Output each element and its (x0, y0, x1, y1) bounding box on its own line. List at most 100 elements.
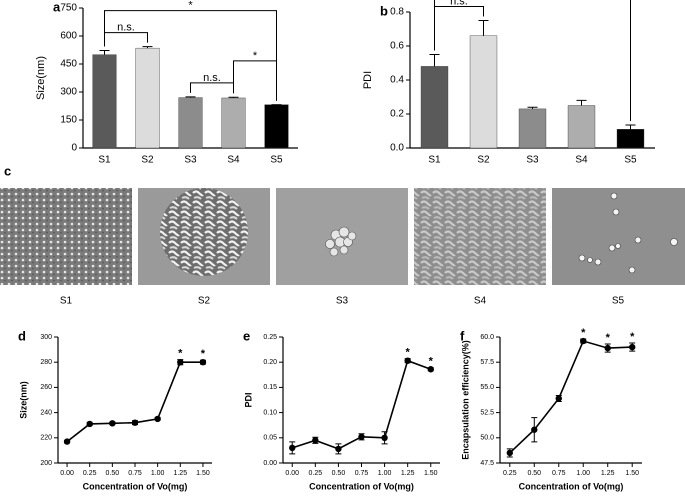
significance-bracket (233, 60, 277, 101)
point (154, 415, 161, 423)
x-tick-label: S5 (624, 155, 637, 166)
y-tick-label: 0.05 (263, 435, 277, 442)
y-tick-label: 200 (40, 460, 52, 467)
point (289, 444, 296, 452)
significance-label: n.s. (450, 0, 468, 7)
y-tick-label: 0.15 (263, 384, 277, 391)
y-tick-label: 260 (40, 384, 52, 391)
micrograph-texture (160, 188, 248, 276)
line (66, 361, 203, 443)
y-axis-label: PDI (362, 71, 374, 89)
y-tick-label: 0.0 (390, 143, 404, 154)
point (604, 344, 611, 352)
y-axis-label: PDI (243, 392, 253, 407)
y-axis-label: Size(nm) (35, 56, 47, 100)
bar (221, 97, 246, 149)
error-bar (429, 54, 440, 67)
y-tick-label: 0.20 (263, 359, 277, 366)
bar (469, 35, 498, 149)
bar (178, 97, 203, 149)
point (555, 395, 562, 402)
y-tick-label: 750 (60, 3, 77, 14)
y-tick-label: 55.0 (480, 384, 494, 391)
point (86, 420, 93, 428)
point (404, 357, 411, 364)
error-bar (625, 124, 636, 130)
y-tick-label: 300 (40, 334, 52, 341)
point (580, 337, 587, 345)
error-bar (527, 106, 538, 109)
y-tick-label: 0.2 (390, 109, 404, 120)
y-tick-label: 0.8 (390, 7, 404, 18)
micrograph-caption: S3 (336, 296, 349, 307)
panel-letter: f (460, 328, 465, 343)
x-tick-label: S2 (141, 155, 154, 166)
y-tick-label: 0.00 (263, 460, 277, 467)
x-tick-label: 0.75 (355, 470, 369, 477)
y-tick-label: 300 (60, 87, 77, 98)
bar (92, 54, 117, 149)
error-bar (99, 50, 110, 55)
significance-bracket (434, 0, 631, 122)
x-axis-label: Concentration of Vo(mg) (83, 481, 188, 491)
micrograph-panel: c (0, 163, 685, 285)
x-tick-label: 0.00 (285, 470, 299, 477)
x-tick-label: 0.00 (60, 470, 74, 477)
micrograph-caption: S2 (198, 296, 211, 307)
bar (567, 105, 596, 149)
micrograph (552, 188, 685, 285)
panel-letter: c (4, 163, 11, 178)
panel-letter: b (380, 3, 388, 18)
x-tick-label: S3 (526, 155, 539, 166)
y-axis-label: Encapsulation efficiency(%) (460, 340, 470, 460)
significance-label: * (406, 347, 411, 359)
x-tick-label: 1.50 (424, 470, 438, 477)
x-tick-label: 1.25 (601, 470, 615, 477)
point (335, 445, 342, 453)
significance-bracket (104, 10, 277, 101)
x-tick-label: 0.50 (106, 470, 120, 477)
y-tick-label: 0.10 (263, 409, 277, 416)
point (63, 438, 71, 445)
bar (616, 129, 645, 149)
x-tick-label: S3 (184, 155, 197, 166)
significance-label: * (253, 50, 258, 62)
x-tick-label: S1 (428, 155, 441, 166)
x-tick-label: 1.25 (401, 470, 415, 477)
significance-label: * (429, 356, 434, 368)
x-tick-label: S2 (477, 155, 490, 166)
x-tick-label: 0.75 (552, 470, 566, 477)
error-bar (142, 46, 153, 49)
point (358, 433, 365, 440)
y-tick-label: 60.0 (480, 334, 494, 341)
error-bar (478, 20, 489, 36)
panel-letter: e (243, 328, 250, 343)
bar (264, 104, 289, 149)
y-tick-label: 280 (40, 359, 52, 366)
x-tick-label: 1.00 (378, 470, 392, 477)
significance-label: * (178, 348, 183, 360)
error-bar (228, 96, 239, 98)
micrograph-texture (0, 188, 132, 285)
line (509, 340, 633, 454)
y-tick-label: 0 (71, 143, 77, 154)
panel-letter: d (18, 328, 26, 343)
significance-label: * (201, 348, 206, 360)
error-bar (185, 96, 196, 98)
y-tick-label: 52.5 (480, 409, 494, 416)
bar (420, 66, 449, 149)
x-tick-label: 1.25 (173, 470, 187, 477)
x-tick-label: 0.50 (527, 470, 541, 477)
micrograph-feature (578, 192, 678, 274)
y-tick-label: 450 (60, 59, 77, 70)
y-tick-label: 0.6 (390, 41, 404, 52)
significance-label: * (581, 327, 586, 339)
micrograph-caption: S5 (612, 296, 625, 307)
y-tick-label: 600 (60, 31, 77, 42)
significance-bracket (190, 82, 234, 94)
significance-bracket (104, 32, 148, 47)
x-tick-label: S5 (270, 155, 283, 166)
micrograph-caption: S1 (60, 296, 73, 307)
y-tick-label: 47.5 (480, 460, 494, 467)
bar (518, 108, 547, 149)
